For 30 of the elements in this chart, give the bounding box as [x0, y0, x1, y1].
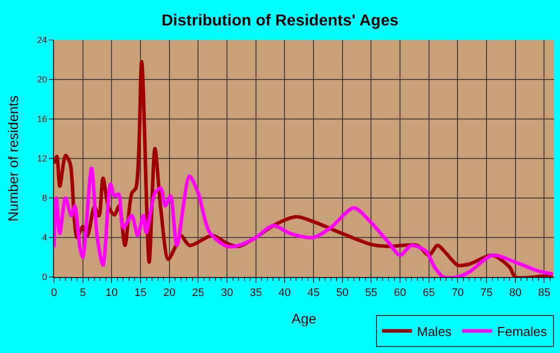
y-tick-label: 8 — [42, 193, 48, 204]
x-tick-label: 20 — [163, 287, 176, 300]
legend-label: Females — [497, 324, 548, 339]
y-tick-label: 4 — [42, 232, 48, 243]
x-tick-label: 40 — [278, 287, 291, 300]
y-tick-label: 0 — [42, 272, 48, 282]
chart-title: Distribution of Residents' Ages — [161, 12, 399, 30]
legend-label: Males — [417, 324, 452, 339]
x-tick-label: 35 — [250, 287, 262, 300]
x-tick-label: 15 — [134, 287, 147, 300]
x-tick-label: 50 — [336, 287, 348, 300]
x-tick-label: 85 — [538, 287, 550, 300]
x-tick-label: 0 — [50, 287, 58, 300]
y-tick-label: 12 — [37, 154, 48, 164]
x-tick-label: 60 — [394, 287, 406, 300]
y-axis-title: Number of residents — [4, 95, 21, 222]
x-tick-label: 30 — [220, 287, 234, 300]
y-tick-label: 16 — [37, 114, 48, 124]
x-tick-label: 25 — [192, 287, 204, 300]
x-tick-label: 45 — [307, 287, 320, 300]
y-tick-label: 24 — [37, 35, 48, 46]
x-tick-label: 75 — [480, 287, 493, 300]
x-axis-title: Age — [292, 310, 317, 326]
x-tick-label: 5 — [80, 287, 86, 300]
x-tick-label: 70 — [452, 287, 464, 300]
y-tick-label: 20 — [37, 74, 48, 85]
x-tick-label: 65 — [422, 287, 435, 300]
x-tick-label: 55 — [365, 287, 378, 300]
x-tick-label: 80 — [509, 287, 522, 300]
x-tick-label: 10 — [106, 287, 118, 300]
